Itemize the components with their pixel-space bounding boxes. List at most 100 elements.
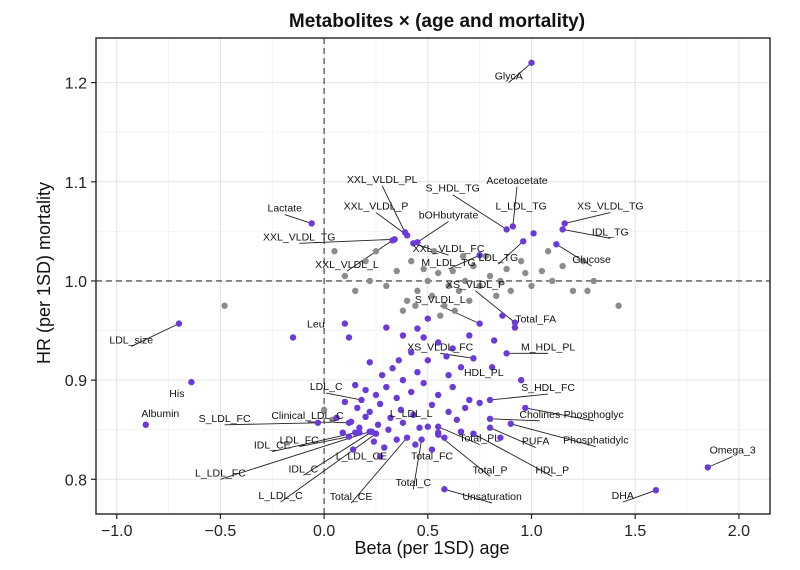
leader-line-S_LDL_FC	[224, 422, 318, 426]
chart-title: Metabolites × (age and mortality)	[289, 11, 585, 32]
y-axis-label: HR (per 1SD) mortality	[34, 182, 54, 364]
nonsignificant-point	[580, 257, 587, 265]
label-DHA: DHA	[612, 490, 634, 502]
label-Phosphoglyc: Phosphoglyc	[564, 409, 624, 421]
leader-line-L_LDL_FC	[220, 431, 370, 480]
nonsignificant-point	[497, 277, 504, 285]
nonsignificant-point	[455, 287, 463, 295]
x-axis-ticks: −1.0 −0.5 0.0 0.5 1.0 1.5 2.0	[101, 514, 750, 540]
nonsignificant-point	[428, 292, 436, 300]
point-LDL_TG	[520, 238, 527, 245]
significant-point	[420, 334, 427, 341]
x-tick-label: 0.5	[417, 523, 439, 540]
leader-line-Phosphatidylc	[510, 423, 596, 448]
leader-line-XXL_VLDL_PL	[381, 185, 406, 233]
point-L_LDL_C	[372, 430, 380, 437]
significant-point	[412, 441, 419, 448]
significant-point	[381, 444, 388, 451]
leader-line-Unsaturation	[444, 488, 493, 504]
significant-point	[457, 364, 465, 371]
y-tick-label: 0.8	[65, 472, 87, 489]
nonsignificant-point	[590, 277, 597, 285]
point-HDL_PL	[488, 364, 496, 371]
label-Total_FA: Total_FA	[515, 314, 556, 326]
point-Total_PL	[434, 423, 442, 430]
x-tick-label: −0.5	[205, 523, 237, 540]
nonsignificant-point	[544, 248, 552, 255]
significant-point	[389, 365, 396, 372]
significant-point	[383, 383, 390, 391]
point-M_LDL_TG	[476, 251, 483, 259]
leader-line-IDL_C	[303, 431, 373, 476]
leader-line-S_HDL_TG	[452, 194, 507, 230]
significant-point	[434, 339, 442, 346]
significant-point	[499, 312, 506, 319]
label-Total_FC: Total_FC	[411, 450, 453, 462]
nonsignificant-point	[476, 282, 483, 290]
nonsignificant-point	[451, 307, 458, 314]
label-S_VLDL_L: S_VLDL_L	[415, 294, 466, 306]
point-S_LDL_FC	[314, 419, 322, 426]
leader-line-Lactate	[284, 214, 312, 224]
leader-line-XXL_VLDL_FC	[413, 242, 449, 256]
significant-point	[356, 424, 363, 431]
label-LDL_size: LDL_size	[109, 334, 153, 346]
significant-point	[376, 400, 384, 408]
significant-point	[449, 383, 456, 391]
label-Acetoacetate: Acetoacetate	[486, 175, 547, 187]
leader-line-XXL_VLDL_L	[346, 239, 393, 272]
nonsignificant-point	[362, 257, 369, 265]
leader-line-L_LDL_C	[280, 433, 377, 503]
significant-point	[362, 386, 369, 394]
significant-point	[453, 416, 461, 423]
y-tick-label: 0.9	[65, 373, 87, 390]
label-Clinical_LDL_C: Clinical_LDL_C	[271, 410, 344, 422]
label-Leu: Leu	[307, 319, 325, 331]
label-Total_CE: Total_CE	[330, 491, 373, 503]
label-LDL_C: LDL_C	[310, 381, 343, 393]
leader-line-bOHbutyrate	[417, 221, 449, 243]
label-Total_PL: Total_PL	[459, 433, 500, 445]
label-GlycA: GlycA	[495, 71, 523, 83]
leader-line-Total_CE	[350, 437, 408, 504]
label-Total_C: Total_C	[395, 477, 431, 489]
significant-point	[441, 434, 448, 441]
nonsignificant-point	[408, 257, 415, 265]
leader-line-Clinical_LDL_C	[307, 421, 350, 424]
significant-point	[366, 408, 373, 416]
point-Total_CE	[403, 434, 411, 441]
significant-point	[339, 429, 346, 436]
significant-point	[466, 396, 473, 404]
significant-point	[490, 337, 498, 344]
leader-line-LDL_FC	[299, 436, 350, 448]
point-XXL_VLDL_P	[403, 232, 411, 239]
x-tick-label: 2.0	[728, 523, 750, 540]
significant-point	[424, 357, 432, 364]
point-Phosphatidylc	[507, 420, 514, 427]
point-XS_VLDL_FC	[470, 355, 477, 362]
significant-point	[349, 446, 357, 453]
nonsignificant-point	[341, 272, 349, 280]
y-tick-label: 1.0	[65, 274, 87, 291]
point-XXL_VLDL_L	[389, 237, 396, 244]
leader-line-XS_VLDL_TG	[564, 212, 611, 224]
label-Cholines: Cholines	[519, 409, 560, 421]
significant-point	[393, 394, 400, 402]
significant-point	[383, 324, 390, 331]
point-PUFA	[486, 424, 494, 431]
nonsignificant-point	[517, 257, 525, 265]
significant-point	[345, 334, 353, 341]
leader-lines	[131, 62, 733, 504]
nonsignificant-point	[461, 277, 469, 285]
label-PUFA: PUFA	[522, 436, 549, 448]
significant-point	[397, 406, 405, 414]
significant-point	[333, 414, 340, 422]
nonsignificant-point	[459, 252, 467, 260]
x-tick-label: 0.0	[313, 523, 335, 540]
point-Clinical_LDL_C	[345, 419, 353, 426]
nonsignificant-point	[352, 287, 359, 295]
significant-point	[387, 414, 394, 422]
leader-line-IDL_TG	[562, 228, 611, 239]
significant-point	[428, 446, 436, 453]
point-Total_P	[434, 431, 442, 438]
